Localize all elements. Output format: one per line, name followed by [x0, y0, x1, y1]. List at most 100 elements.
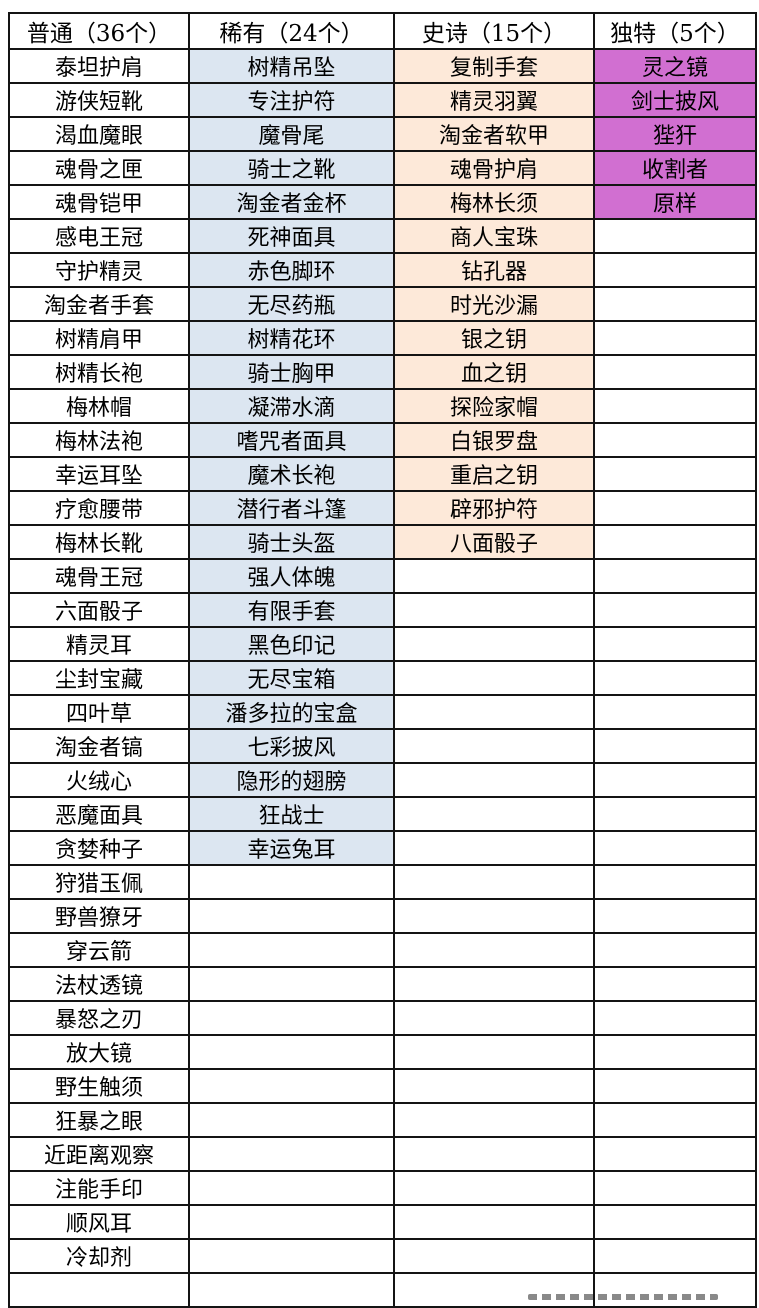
item-cell-common-36: 冷却剂 — [8, 1238, 190, 1274]
item-cell-unique-27 — [593, 932, 757, 968]
table-row: 梅林帽 凝滞水滴 探险家帽 — [8, 388, 757, 424]
item-cell-rare-37 — [188, 1272, 395, 1308]
item-cell-common-16: 魂骨王冠 — [8, 558, 190, 594]
item-cell-rare-24: 幸运兔耳 — [188, 830, 395, 866]
table-row: 魂骨铠甲 淘金者金杯 梅林长须 原样 — [8, 184, 757, 220]
item-cell-rare-3: 魔骨尾 — [188, 116, 395, 152]
item-cell-rare-33 — [188, 1136, 395, 1172]
item-cell-unique-36 — [593, 1238, 757, 1274]
item-cell-epic-15: 八面骰子 — [393, 524, 595, 560]
item-cell-common-32: 狂暴之眼 — [8, 1102, 190, 1138]
cropped-text-artifact — [528, 1294, 718, 1300]
item-cell-epic-26 — [393, 898, 595, 934]
item-cell-unique-19 — [593, 660, 757, 696]
item-cell-unique-29 — [593, 1000, 757, 1036]
item-cell-unique-30 — [593, 1034, 757, 1070]
item-cell-common-6: 感电王冠 — [8, 218, 190, 254]
item-cell-rare-30 — [188, 1034, 395, 1070]
item-cell-common-10: 树精长袍 — [8, 354, 190, 390]
item-cell-unique-12 — [593, 422, 757, 458]
item-cell-epic-34 — [393, 1170, 595, 1206]
item-cell-common-13: 幸运耳坠 — [8, 456, 190, 492]
item-cell-common-25: 狩猎玉佩 — [8, 864, 190, 900]
table-row: 淘金者手套 无尽药瓶 时光沙漏 — [8, 286, 757, 322]
table-row: 树精肩甲 树精花环 银之钥 — [8, 320, 757, 356]
item-cell-common-27: 穿云箭 — [8, 932, 190, 968]
table-row: 渴血魔眼 魔骨尾 淘金者软甲 狴犴 — [8, 116, 757, 152]
item-cell-epic-22 — [393, 762, 595, 798]
table-row: 恶魔面具 狂战士 — [8, 796, 757, 832]
item-cell-epic-7: 钻孔器 — [393, 252, 595, 288]
table-row: 感电王冠 死神面具 商人宝珠 — [8, 218, 757, 254]
item-cell-common-22: 火绒心 — [8, 762, 190, 798]
item-cell-common-29: 暴怒之刃 — [8, 1000, 190, 1036]
item-cell-epic-21 — [393, 728, 595, 764]
item-cell-unique-9 — [593, 320, 757, 356]
item-cell-epic-8: 时光沙漏 — [393, 286, 595, 322]
table-row: 暴怒之刃 — [8, 1000, 757, 1036]
item-cell-rare-9: 树精花环 — [188, 320, 395, 356]
table-row: 冷却剂 — [8, 1238, 757, 1274]
table-row: 梅林长靴 骑士头盔 八面骰子 — [8, 524, 757, 560]
table-row: 法杖透镜 — [8, 966, 757, 1002]
item-cell-unique-28 — [593, 966, 757, 1002]
item-cell-unique-24 — [593, 830, 757, 866]
column-header-rare: 稀有（24个） — [188, 12, 395, 50]
item-cell-epic-4: 魂骨护肩 — [393, 150, 595, 186]
item-cell-rare-16: 强人体魄 — [188, 558, 395, 594]
item-cell-rare-29 — [188, 1000, 395, 1036]
item-cell-rare-14: 潜行者斗篷 — [188, 490, 395, 526]
item-cell-epic-6: 商人宝珠 — [393, 218, 595, 254]
item-cell-epic-14: 辟邪护符 — [393, 490, 595, 526]
item-cell-unique-17 — [593, 592, 757, 628]
item-cell-unique-34 — [593, 1170, 757, 1206]
item-cell-common-12: 梅林法袍 — [8, 422, 190, 458]
item-cell-unique-26 — [593, 898, 757, 934]
table-row: 放大镜 — [8, 1034, 757, 1070]
item-table: 普通（36个） 稀有（24个） 史诗（15个） 独特（5个） 泰坦护肩 树精吊坠复… — [8, 12, 757, 1308]
item-cell-common-17: 六面骰子 — [8, 592, 190, 628]
table-row: 守护精灵 赤色脚环 钻孔器 — [8, 252, 757, 288]
item-cell-epic-11: 探险家帽 — [393, 388, 595, 424]
table-row: 魂骨王冠 强人体魄 — [8, 558, 757, 594]
item-cell-rare-23: 狂战士 — [188, 796, 395, 832]
item-cell-unique-18 — [593, 626, 757, 662]
column-header-epic: 史诗（15个） — [393, 12, 595, 50]
item-cell-common-23: 恶魔面具 — [8, 796, 190, 832]
item-cell-unique-20 — [593, 694, 757, 730]
item-cell-unique-3: 狴犴 — [593, 116, 757, 152]
item-cell-rare-34 — [188, 1170, 395, 1206]
item-cell-common-3: 渴血魔眼 — [8, 116, 190, 152]
item-cell-rare-27 — [188, 932, 395, 968]
item-cell-unique-37 — [593, 1272, 757, 1308]
item-cell-epic-31 — [393, 1068, 595, 1104]
item-cell-unique-11 — [593, 388, 757, 424]
table-row: 淘金者镐 七彩披风 — [8, 728, 757, 764]
item-cell-common-19: 尘封宝藏 — [8, 660, 190, 696]
item-cell-common-18: 精灵耳 — [8, 626, 190, 662]
table-row: 野生触须 — [8, 1068, 757, 1104]
item-cell-common-15: 梅林长靴 — [8, 524, 190, 560]
table-row: 梅林法袍 嗜咒者面具 白银罗盘 — [8, 422, 757, 458]
table-row — [8, 1272, 757, 1308]
item-cell-epic-12: 白银罗盘 — [393, 422, 595, 458]
item-cell-rare-31 — [188, 1068, 395, 1104]
item-cell-epic-17 — [393, 592, 595, 628]
item-cell-epic-16 — [393, 558, 595, 594]
item-cell-epic-3: 淘金者软甲 — [393, 116, 595, 152]
item-cell-unique-35 — [593, 1204, 757, 1240]
item-cell-unique-23 — [593, 796, 757, 832]
item-cell-unique-14 — [593, 490, 757, 526]
item-cell-common-30: 放大镜 — [8, 1034, 190, 1070]
item-cell-common-28: 法杖透镜 — [8, 966, 190, 1002]
item-cell-rare-5: 淘金者金杯 — [188, 184, 395, 220]
item-cell-unique-1: 灵之镜 — [593, 48, 757, 84]
table-row: 火绒心 隐形的翅膀 — [8, 762, 757, 798]
item-cell-epic-33 — [393, 1136, 595, 1172]
item-cell-epic-37 — [393, 1272, 595, 1308]
item-cell-epic-35 — [393, 1204, 595, 1240]
table-row: 贪婪种子 幸运兔耳 — [8, 830, 757, 866]
item-cell-unique-22 — [593, 762, 757, 798]
item-cell-rare-26 — [188, 898, 395, 934]
item-cell-rare-1: 树精吊坠 — [188, 48, 395, 84]
